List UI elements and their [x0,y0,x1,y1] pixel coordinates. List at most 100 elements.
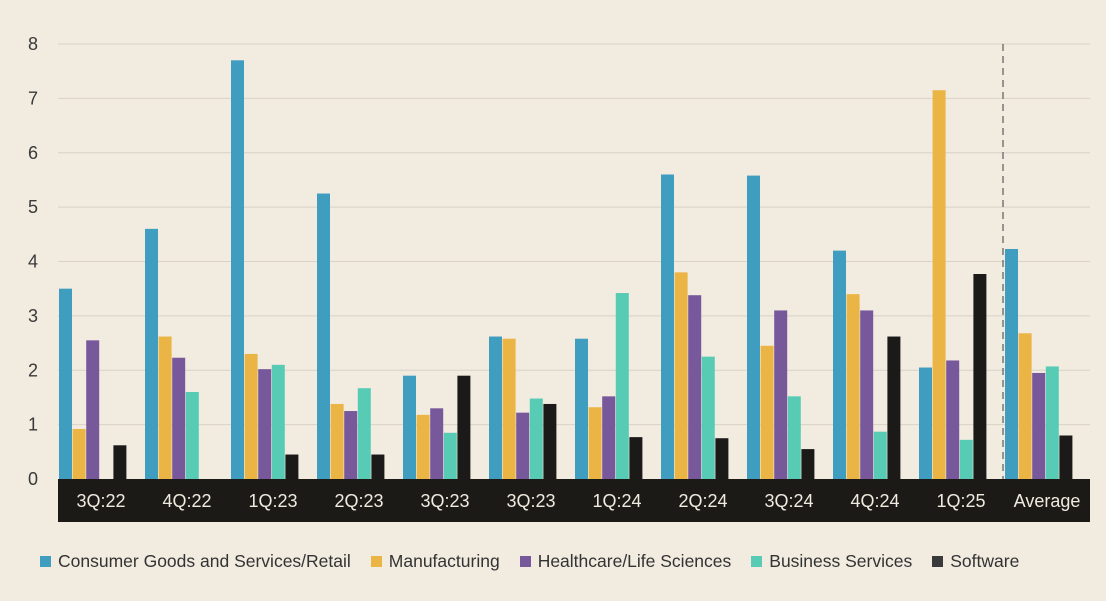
legend-swatch [40,556,51,567]
bar [629,437,643,479]
bar [1059,435,1073,479]
legend-label: Software [950,551,1020,571]
bar [588,407,602,479]
y-tick-label: 0 [28,469,38,489]
bar [1032,372,1046,479]
bar [801,449,815,479]
y-tick-label: 3 [28,306,38,326]
x-tick-label: 3Q:22 [76,491,125,511]
x-tick-label: 1Q:24 [592,491,641,511]
bar [489,336,502,479]
bar [113,445,127,479]
x-tick-label: 1Q:25 [936,491,985,511]
y-tick-label: 7 [28,88,38,108]
bar [860,310,874,479]
x-tick-label: 4Q:22 [162,491,211,511]
bar [833,250,846,479]
legend: Consumer Goods and Services/Retail Manufa… [40,551,1019,572]
bar [403,375,416,479]
x-tick-label: 3Q:23 [420,491,469,511]
bar [357,388,371,479]
y-tick-label: 4 [28,252,38,272]
bar [231,60,244,479]
bar [615,293,629,479]
bar [774,310,788,479]
bar [502,338,516,479]
x-tick-label: 2Q:23 [334,491,383,511]
bar [1018,333,1032,479]
bar [158,336,172,479]
bar [317,193,330,479]
bar [919,367,932,479]
bars [59,60,1073,479]
bar [271,364,285,479]
legend-item: Software [932,551,1019,572]
x-tick-label: 3Q:23 [506,491,555,511]
bar [1045,366,1059,479]
bar [846,294,860,479]
bar [959,439,973,479]
bar [688,295,702,479]
legend-item: Consumer Goods and Services/Retail [40,551,351,572]
bar [747,175,760,479]
y-tick-label: 5 [28,197,38,217]
gridlines [58,43,1090,426]
bar [715,438,729,479]
bar [330,403,344,479]
bar [760,345,774,479]
x-tick-label: 1Q:23 [248,491,297,511]
x-axis: 3Q:22 4Q:22 1Q:23 2Q:23 3Q:23 3Q:23 1Q:24 2Q:24… [76,491,1080,511]
y-tick-label: 8 [28,34,38,54]
x-tick-label: Average [1014,491,1081,511]
bar [1005,248,1018,479]
bar [344,411,358,479]
legend-swatch [519,556,531,567]
category-band [58,479,1090,522]
bar [145,228,158,479]
y-tick-label: 1 [28,415,38,435]
bar [59,288,72,479]
bar [72,428,86,479]
legend-swatch [751,556,763,567]
bar [973,274,987,479]
legend-swatch [932,556,944,567]
bar [543,403,557,479]
y-tick-label: 2 [28,360,38,380]
legend-item: Business Services [751,551,912,572]
bar [932,90,946,479]
bar [661,174,674,479]
bar [516,412,530,479]
legend-item: Healthcare/Life Sciences [519,551,732,572]
bar [575,338,588,479]
y-tick-label: 6 [28,143,38,163]
bar [457,375,471,479]
bar [285,454,299,479]
bar [86,340,100,479]
bar [185,392,199,479]
legend-swatch [370,556,382,567]
bar [602,396,616,479]
legend-label: Consumer Goods and Services/Retail [58,551,351,571]
bar [529,398,543,479]
legend-item: Manufacturing [370,551,500,572]
bar [701,356,715,479]
bar [416,414,430,479]
x-tick-label: 2Q:24 [678,491,727,511]
bar [430,408,444,479]
x-tick-label: 4Q:24 [850,491,899,511]
legend-label: Healthcare/Life Sciences [537,551,732,571]
y-axis: 0 1 2 3 4 5 6 7 8 [28,34,38,489]
bar [258,369,272,479]
bar [887,336,901,479]
bar [787,396,801,479]
bar [674,272,688,479]
bar [244,353,258,479]
x-tick-label: 3Q:24 [764,491,813,511]
legend-label: Business Services [769,551,913,571]
bar [946,360,960,479]
legend-label: Manufacturing [388,551,500,571]
bar [443,432,457,479]
bar [371,454,385,479]
bar [172,357,186,479]
